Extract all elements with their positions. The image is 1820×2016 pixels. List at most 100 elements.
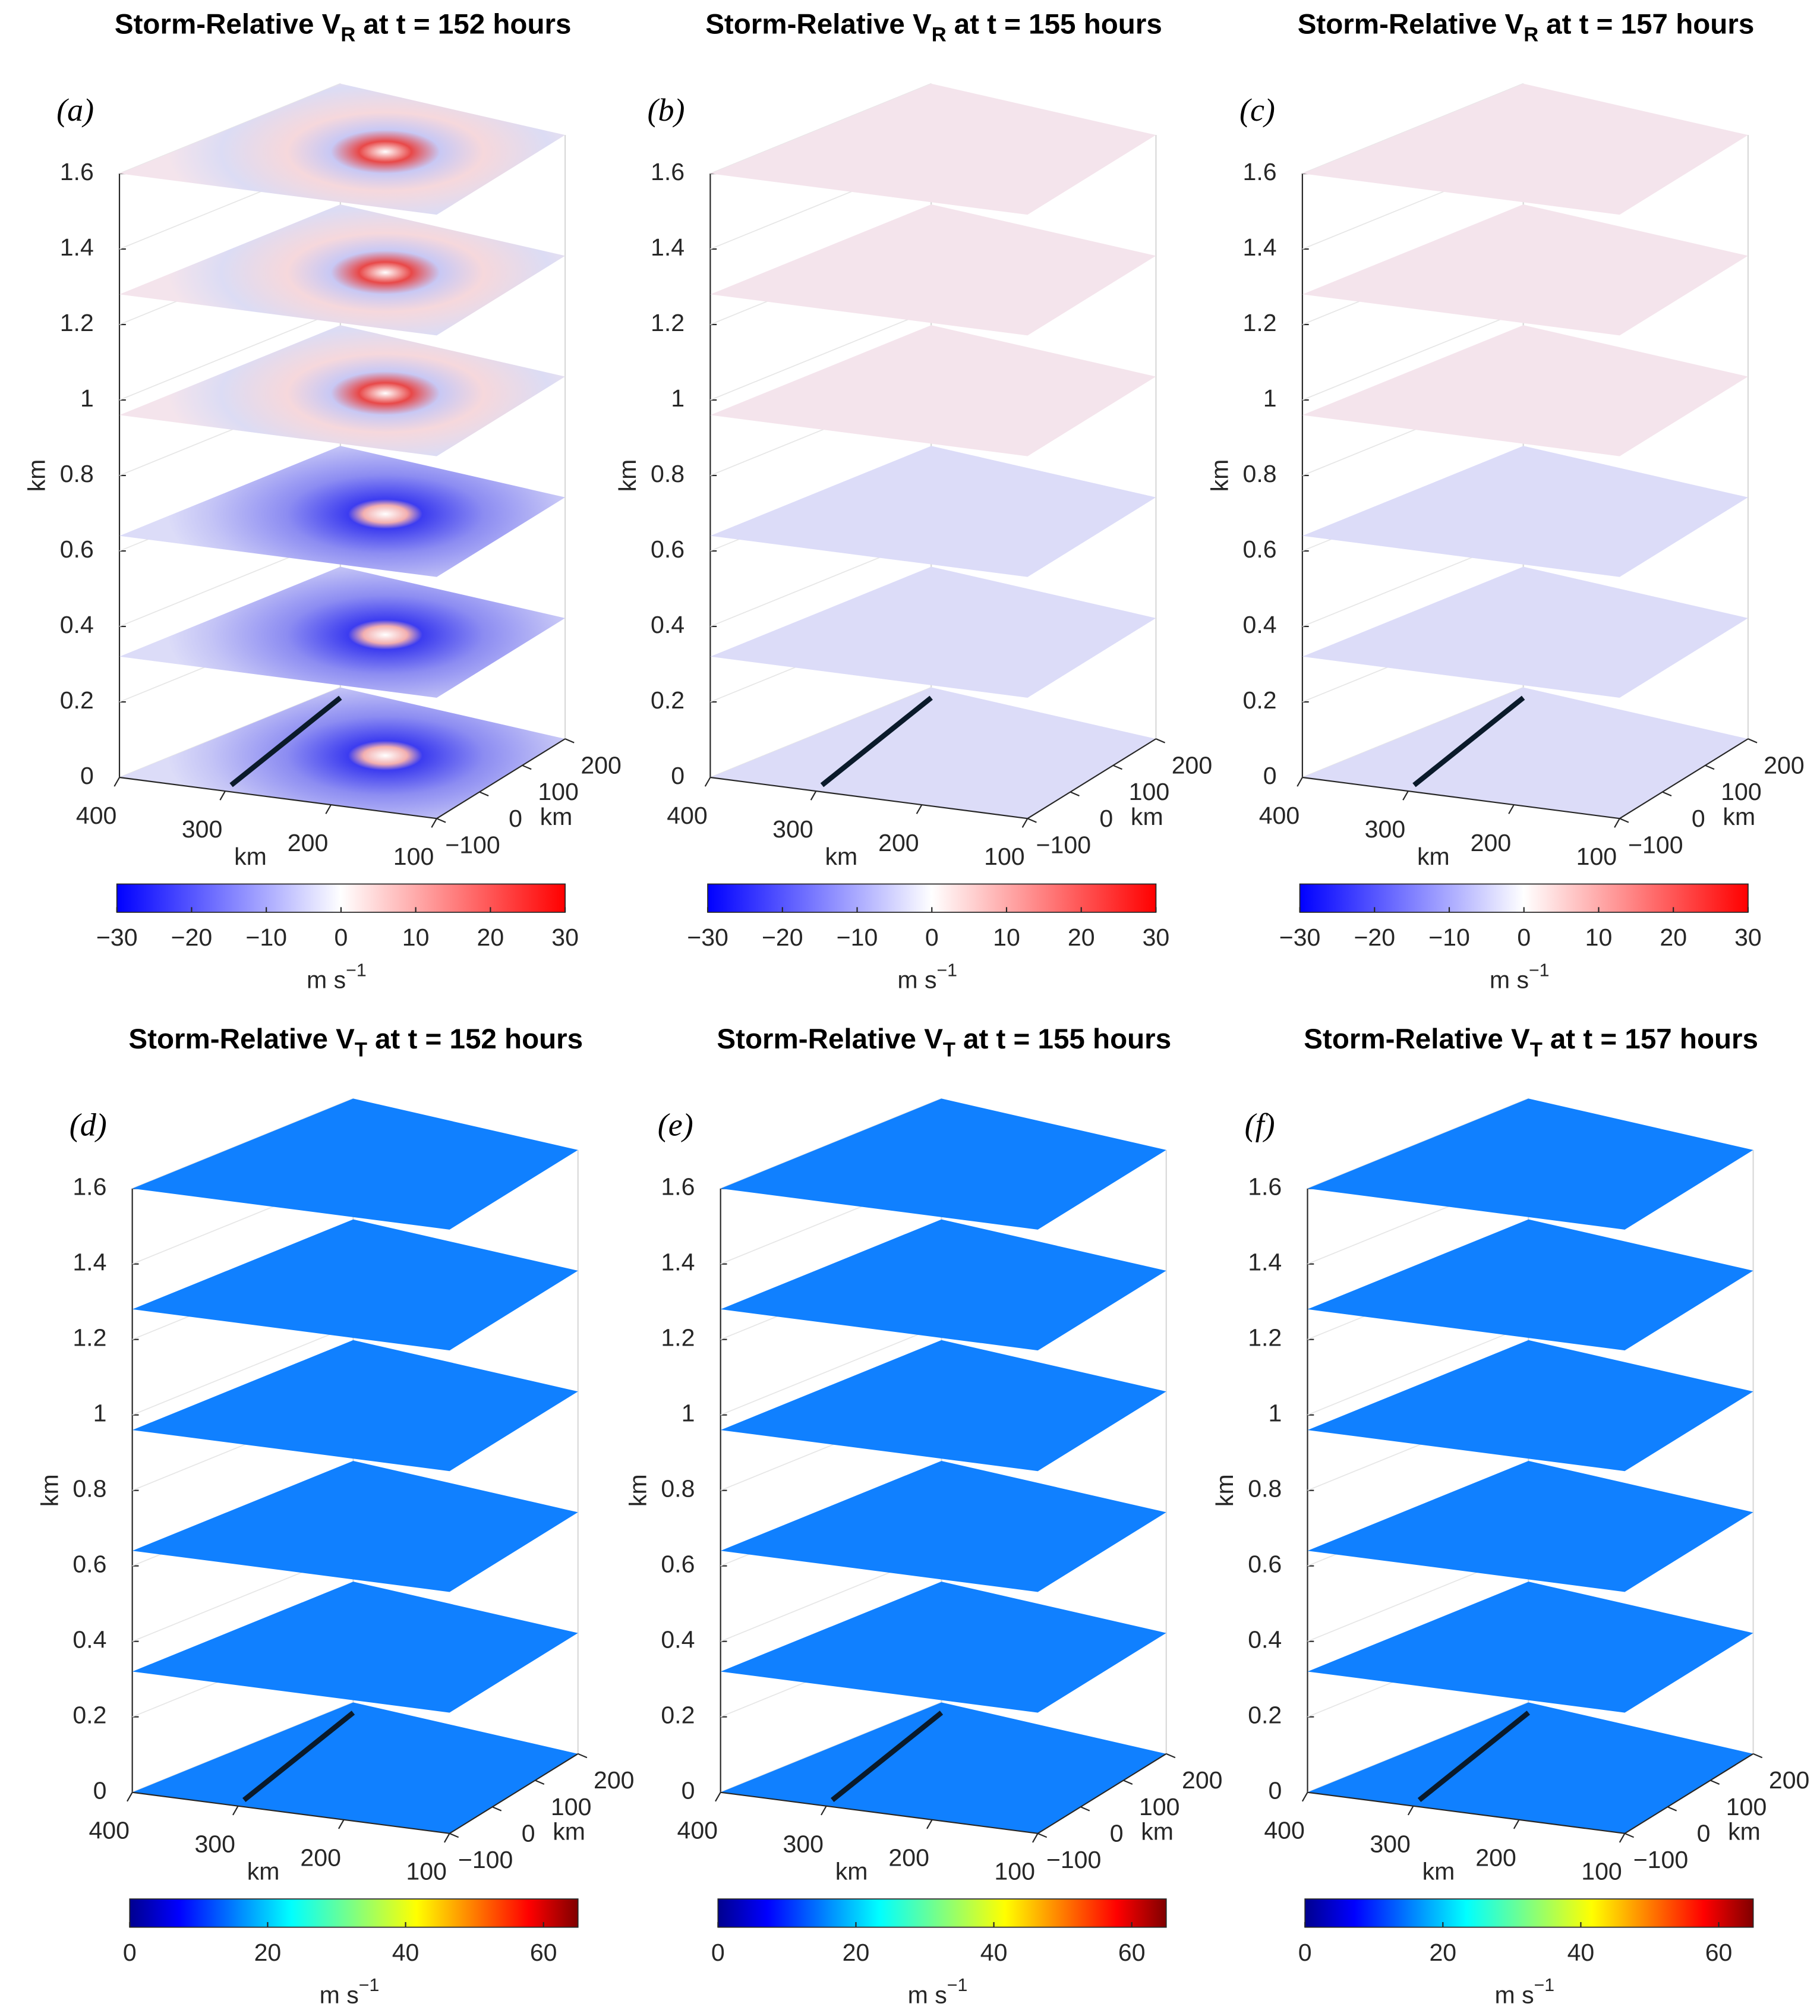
x-tick-label: 200 bbox=[300, 1844, 341, 1872]
z-tick-label: 0.6 bbox=[60, 536, 94, 563]
colorbar-tick-label: 20 bbox=[1068, 924, 1095, 951]
colorbar-tick-label: 20 bbox=[843, 1939, 870, 1966]
grid-line bbox=[1302, 309, 1523, 401]
colorbar-label-superscript: −1 bbox=[1534, 1976, 1555, 1995]
slice bbox=[119, 446, 566, 577]
z-tick-label: 1.4 bbox=[60, 234, 94, 261]
z-axis-label: km bbox=[1206, 459, 1234, 492]
y-axis-label: km bbox=[553, 1818, 585, 1845]
y-tick-label: 100 bbox=[1129, 778, 1170, 805]
y-axis-label: km bbox=[1728, 1818, 1761, 1845]
slice bbox=[1302, 204, 1748, 336]
slice bbox=[710, 566, 1156, 698]
z-tick-label: 0.2 bbox=[60, 686, 94, 714]
slice bbox=[1307, 1340, 1753, 1472]
panel: Storm-Relative VT at t = 157 hours (f) 0 0.2… bbox=[1211, 1023, 1809, 2009]
colorbar-label-superscript: −1 bbox=[1529, 960, 1550, 980]
z-tick-label: 1.6 bbox=[1243, 158, 1277, 185]
y-tick-label: 200 bbox=[1182, 1766, 1223, 1794]
z-tick-label: 0.8 bbox=[60, 460, 94, 487]
slice bbox=[132, 1098, 578, 1230]
x-tick bbox=[232, 1806, 239, 1816]
z-tick-label: 1.2 bbox=[1243, 309, 1277, 336]
panel-label: (e) bbox=[658, 1107, 693, 1143]
title-main: Storm-Relative V bbox=[128, 1023, 355, 1055]
z-tick-label: 1.2 bbox=[651, 309, 685, 336]
colorbar-tick-label: 40 bbox=[392, 1939, 419, 1966]
colorbar-label: m s−1 bbox=[1490, 960, 1550, 993]
y-tick-label: 200 bbox=[581, 752, 622, 779]
title-main: Storm-Relative V bbox=[717, 1023, 943, 1055]
y-tick-label: 200 bbox=[1172, 752, 1213, 779]
x-tick bbox=[338, 1819, 345, 1829]
colorbar-tick-label: 20 bbox=[477, 924, 504, 951]
colorbar-tick-label: 40 bbox=[980, 1939, 1008, 1966]
z-tick-label: 1 bbox=[671, 385, 685, 412]
colorbar-tick-label: −20 bbox=[1354, 924, 1395, 951]
z-tick-label: 0.4 bbox=[661, 1626, 695, 1653]
grid-line bbox=[119, 309, 341, 401]
y-tick-label: −100 bbox=[1633, 1846, 1689, 1873]
colorbar-label: m s−1 bbox=[307, 960, 367, 993]
x-tick bbox=[1032, 1833, 1039, 1843]
x-tick bbox=[1614, 818, 1620, 828]
cross-section-line bbox=[831, 1711, 944, 1803]
y-tick bbox=[1112, 764, 1122, 770]
z-tick-label: 0.6 bbox=[1248, 1551, 1282, 1578]
x-tick-label: 100 bbox=[406, 1858, 447, 1885]
title-subscript: T bbox=[943, 1039, 955, 1061]
y-axis bbox=[436, 738, 566, 820]
y-tick-label: −100 bbox=[1628, 831, 1683, 859]
z-tick-label: 0 bbox=[1268, 1777, 1282, 1804]
slice bbox=[720, 1219, 1166, 1351]
x-axis-label: km bbox=[247, 1858, 280, 1885]
x-tick-label: 100 bbox=[1576, 843, 1617, 870]
y-tick bbox=[492, 1806, 502, 1812]
colorbar-tick-label: −10 bbox=[837, 924, 878, 951]
y-axis bbox=[1027, 738, 1157, 820]
z-tick-label: 0 bbox=[1263, 762, 1277, 789]
slice bbox=[1302, 83, 1748, 215]
title-subscript: T bbox=[1530, 1039, 1543, 1061]
x-tick bbox=[1021, 818, 1029, 828]
x-tick-label: 200 bbox=[1471, 829, 1512, 856]
x-axis bbox=[119, 776, 437, 820]
x-tick bbox=[1619, 1833, 1626, 1843]
z-tick-label: 1.6 bbox=[651, 158, 685, 185]
slice bbox=[132, 1340, 578, 1472]
colorbar-tick-label: −20 bbox=[171, 924, 213, 951]
slice bbox=[720, 1098, 1166, 1230]
x-axis bbox=[1307, 1791, 1625, 1834]
colorbar-tick-label: 0 bbox=[1298, 1939, 1312, 1966]
panel: Storm-Relative VR at t = 155 hours (b) 0 0.2… bbox=[614, 8, 1212, 994]
colorbar-tick-label: 10 bbox=[402, 924, 430, 951]
slice bbox=[710, 446, 1156, 577]
y-tick bbox=[1027, 818, 1037, 823]
x-tick bbox=[1513, 1819, 1520, 1829]
title-rest: at t = 155 hours bbox=[954, 8, 1162, 40]
y-tick bbox=[1710, 1779, 1720, 1785]
x-tick bbox=[113, 777, 120, 787]
x-axis-label: km bbox=[1417, 843, 1450, 870]
x-tick-label: 400 bbox=[1264, 1817, 1305, 1844]
slice bbox=[720, 1702, 1166, 1834]
y-tick bbox=[578, 1753, 588, 1759]
y-tick-label: −100 bbox=[458, 1846, 513, 1873]
z-tick-label: 1.4 bbox=[72, 1249, 106, 1276]
y-axis-label: km bbox=[1723, 803, 1755, 830]
colorbar-label: m s−1 bbox=[897, 960, 957, 993]
slice bbox=[132, 1219, 578, 1351]
slice bbox=[710, 325, 1156, 456]
colorbar bbox=[129, 1898, 579, 1928]
z-tick-label: 1.2 bbox=[60, 309, 94, 336]
colorbar-tick-label: 30 bbox=[551, 924, 579, 951]
slice bbox=[1307, 1098, 1753, 1230]
z-axis-label: km bbox=[23, 459, 51, 492]
x-tick-label: 200 bbox=[1475, 1844, 1516, 1872]
z-axis-label: km bbox=[614, 459, 641, 492]
colorbar-tick-label: 20 bbox=[1429, 1939, 1456, 1966]
z-tick-label: 0.6 bbox=[651, 536, 685, 563]
colorbar-label-main: m s bbox=[1490, 966, 1529, 994]
z-tick-label: 0.4 bbox=[1248, 1626, 1282, 1653]
